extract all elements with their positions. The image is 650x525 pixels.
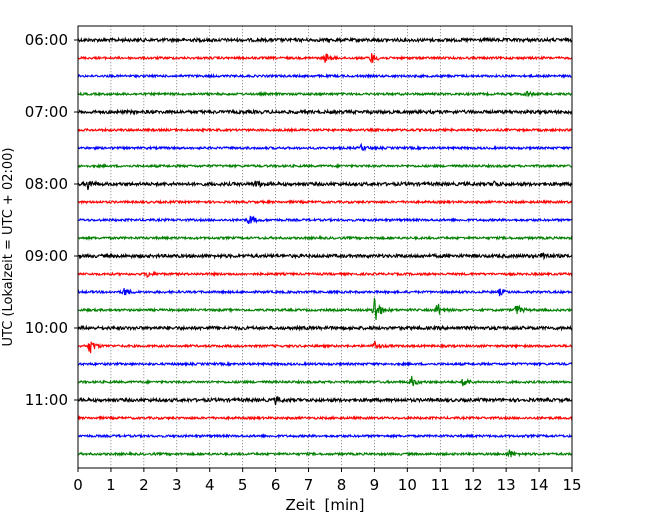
x-tick-label: 8 (337, 476, 347, 494)
x-tick-label: 0 (73, 476, 83, 494)
trace-row (77, 90, 573, 98)
trace-row (77, 179, 573, 191)
x-tick-label: 12 (464, 476, 483, 494)
trace-row (77, 339, 573, 354)
x-tick-label: 11 (431, 476, 450, 494)
y-tick-label: 09:00 (25, 247, 68, 265)
x-tick-label: 7 (304, 476, 314, 494)
trace-row (77, 53, 573, 64)
trace-row (77, 252, 573, 261)
x-axis: 0 1 2 3 4 5 6 7 8 9 10 11 12 13 14 15 (73, 468, 582, 494)
trace-row (77, 287, 573, 297)
x-tick-label: 1 (106, 476, 116, 494)
trace-row (77, 270, 573, 279)
x-tick-label: 14 (530, 476, 549, 494)
x-tick-label: 6 (271, 476, 281, 494)
trace-row (77, 198, 573, 205)
trace-row (77, 162, 573, 170)
trace-row (77, 72, 573, 80)
y-tick-label: 07:00 (25, 103, 68, 121)
y-tick-label: 11:00 (25, 391, 68, 409)
trace-row (77, 432, 573, 440)
y-axis-label: UTC (Lokalzeit = UTC + 02:00) (1, 148, 16, 347)
plot-background (78, 26, 572, 468)
x-tick-label: 4 (205, 476, 215, 494)
y-axis: 06:00 07:00 08:00 09:00 10:00 11:00 (25, 31, 78, 409)
x-axis-label: Zeit [min] (285, 496, 364, 514)
trace-layer (77, 36, 573, 458)
trace-row (77, 375, 573, 387)
plot-frame (77, 25, 573, 469)
trace-row (77, 360, 573, 368)
trace-row (77, 215, 573, 225)
x-tick-label: 5 (238, 476, 248, 494)
trace-row (77, 298, 573, 320)
x-tick-label: 2 (139, 476, 149, 494)
x-tick-label: 9 (370, 476, 380, 494)
y-tick-label: 06:00 (25, 31, 68, 49)
trace-row (77, 324, 573, 332)
trace-row (77, 234, 573, 242)
trace-row (77, 142, 573, 152)
x-tick-label: 3 (172, 476, 182, 494)
trace-row (77, 108, 573, 116)
trace-row (77, 414, 573, 422)
x-tick-label: 10 (398, 476, 417, 494)
trace-row (77, 396, 573, 406)
x-tick-label: 15 (562, 476, 581, 494)
x-tick-label: 13 (497, 476, 516, 494)
trace-row (77, 36, 573, 44)
y-tick-label: 10:00 (25, 319, 68, 337)
trace-row (77, 126, 573, 134)
trace-row (77, 449, 573, 458)
y-tick-label: 08:00 (25, 175, 68, 193)
